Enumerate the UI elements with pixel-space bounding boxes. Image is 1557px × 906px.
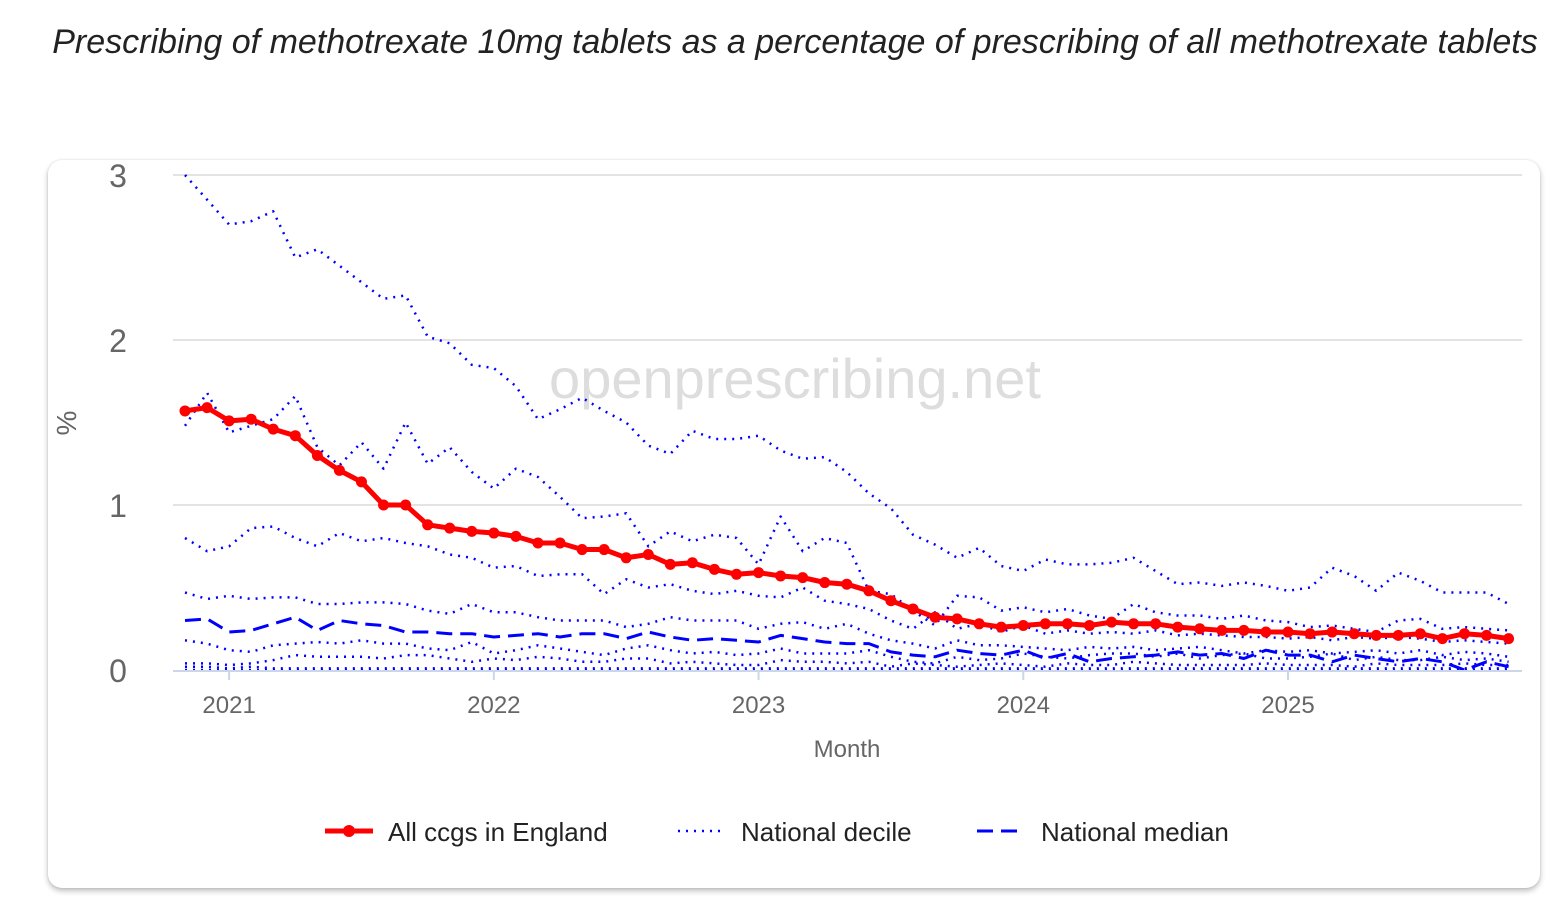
data-point [1260,626,1272,638]
data-point [686,557,698,569]
x-tick-label: 2025 [1261,692,1314,719]
data-point [466,525,478,537]
data-point [1326,626,1338,638]
data-point [223,415,235,427]
y-tick-label: 2 [109,323,127,359]
data-point [907,603,919,615]
data-point [1414,628,1426,640]
data-point [311,450,323,461]
series-line-national-decile [184,639,1509,665]
data-point [841,578,853,590]
data-point [1481,629,1493,641]
data-point [400,499,412,511]
data-point [929,611,941,623]
data-point [422,519,434,531]
data-point [444,522,456,534]
x-axis-label: Month [814,736,881,763]
chart-card [48,160,1540,888]
data-point [797,572,809,584]
legend-item[interactable]: All ccgs in England [325,817,608,847]
data-point [1017,619,1029,631]
data-point [598,544,610,556]
legend-label: National median [1041,817,1229,847]
y-tick-label: 3 [109,158,127,194]
data-point [1392,629,1404,641]
data-point [267,423,279,435]
data-point [951,613,963,625]
data-point [1172,621,1184,633]
data-point [289,430,301,442]
data-point [731,568,742,580]
x-tick-label: 2021 [202,692,255,719]
data-point [708,563,720,575]
series-line-national-median [184,615,1509,672]
data-point [1348,628,1360,640]
data-point [1194,623,1206,635]
data-point [863,585,875,597]
x-tick-label: 2023 [732,692,785,719]
data-point [576,544,588,556]
data-point [775,570,787,582]
data-point [620,552,632,564]
chart-title: Prescribing of methotrexate 10mg tablets… [52,23,1538,61]
legend-item[interactable]: National median [977,817,1229,847]
data-point [819,577,831,589]
data-point [1150,618,1162,630]
data-point [1282,626,1294,638]
y-tick-label: 0 [109,653,127,689]
data-point [1039,618,1051,630]
data-point [1106,616,1118,628]
data-point [1061,618,1073,630]
data-point [1458,628,1470,640]
x-tick-label: 2024 [997,692,1050,719]
data-point [1216,624,1228,636]
series-line-national-decile [184,591,1509,659]
data-point [664,558,676,570]
data-point [885,595,897,607]
data-point [355,476,367,488]
data-point [333,464,345,476]
data-point [1436,633,1448,645]
series-line-all-ccgs [184,405,1509,642]
y-tick-label: 1 [109,488,127,524]
watermark: openprescribing.net [549,347,1041,410]
data-point [245,413,257,425]
data-point [1128,618,1140,630]
legend-label: National decile [741,817,912,847]
legend-item[interactable]: National decile [678,817,912,847]
data-point [488,527,500,539]
data-point [378,499,390,511]
series-line-national-decile [185,665,1509,670]
x-tick-label: 2022 [467,692,520,719]
data-point [201,402,213,414]
data-point [1238,624,1250,636]
legend-label: All ccgs in England [388,817,608,847]
data-point [753,567,765,579]
data-point [973,618,985,630]
legend-marker [343,825,355,837]
data-point [1503,633,1515,645]
data-point [510,530,522,542]
series-line-national-decile [183,391,1509,634]
data-point [532,537,544,549]
data-point [1370,629,1382,641]
data-point [1083,619,1095,631]
data-point [554,537,566,549]
data-point [1304,628,1316,640]
data-point [642,549,654,560]
y-axis-label: % [51,411,82,436]
data-point [179,405,191,417]
series-line-national-decile [184,525,1509,645]
data-point [995,621,1007,633]
